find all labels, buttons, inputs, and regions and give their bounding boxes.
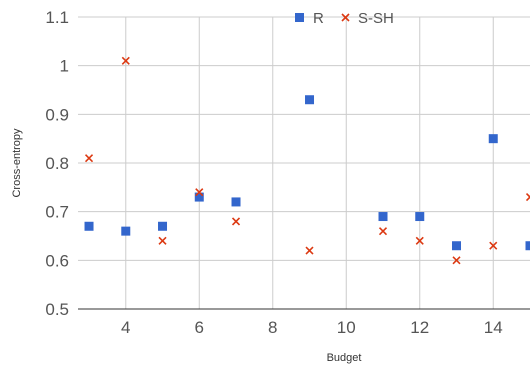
y-tick-label: 0.9 [45, 105, 69, 124]
data-point-r [121, 226, 131, 236]
y-axis-title: Cross-entropy [11, 128, 23, 198]
x-tick-label: 4 [121, 318, 130, 337]
data-point-r [378, 212, 388, 222]
x-tick-label: 14 [484, 318, 503, 337]
x-tick-label: 8 [268, 318, 277, 337]
y-tick-label: 0.6 [45, 251, 69, 270]
x-tick-label: 12 [410, 318, 429, 337]
y-tick-label: 0.8 [45, 154, 69, 173]
y-tick-label: 1 [60, 57, 69, 76]
data-point-s-sh [158, 236, 167, 245]
data-point-r [305, 95, 315, 105]
data-point-r [194, 192, 204, 202]
grid-lines [78, 16, 530, 309]
x-axis-title: Budget [327, 352, 362, 364]
legend-label-r: R [313, 10, 324, 27]
data-point-s-sh [525, 193, 530, 202]
y-tick-label: 1.1 [45, 8, 69, 27]
data-point-s-sh [415, 236, 424, 245]
data-points [84, 56, 530, 265]
data-point-s-sh [452, 256, 461, 265]
x-tick-label: 10 [337, 318, 356, 337]
data-point-r [525, 241, 530, 251]
y-tick-label: 0.5 [45, 300, 69, 319]
data-point-r [84, 221, 94, 231]
data-point-s-sh [231, 217, 241, 226]
data-point-r [452, 241, 462, 251]
legend-marker-s-sh [341, 13, 350, 22]
data-point-r [231, 197, 241, 207]
y-axis-ticks: 0.5 0.6 0.7 0.8 0.9 1 1.1 [45, 8, 69, 319]
data-point-s-sh [195, 188, 204, 197]
legend: R S-SH [295, 10, 394, 27]
data-point-s-sh [84, 154, 94, 163]
data-point-s-sh [121, 56, 130, 65]
data-point-r [488, 134, 498, 144]
data-point-r [415, 212, 425, 222]
y-tick-label: 0.7 [45, 203, 69, 222]
data-point-s-sh [489, 241, 498, 250]
data-point-s-sh [378, 227, 388, 236]
legend-marker-r [295, 13, 304, 22]
legend-label-s-sh: S-SH [358, 10, 394, 27]
x-tick-label: 6 [195, 318, 204, 337]
data-point-s-sh [305, 246, 314, 255]
x-axis-ticks: 4 6 8 10 12 14 [121, 318, 503, 337]
data-point-r [158, 221, 168, 231]
